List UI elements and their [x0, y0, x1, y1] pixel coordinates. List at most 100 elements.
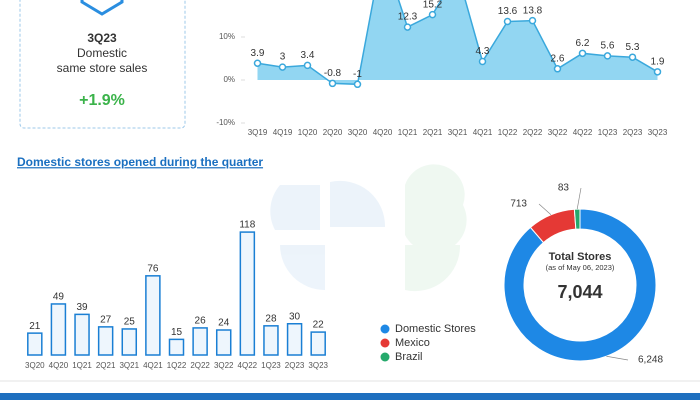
y-tick-label: -10%	[216, 118, 235, 127]
data-label: 27	[100, 315, 112, 326]
point	[303, 61, 312, 70]
leader-line	[606, 355, 629, 361]
x-tick-label: 2Q23	[623, 128, 643, 137]
pie-slice	[573, 208, 581, 230]
data-label: 30	[289, 311, 301, 322]
y-tick-label: 0%	[223, 75, 235, 84]
data-label: 4.3	[476, 46, 490, 57]
data-label: 76	[147, 263, 159, 274]
x-tick-label: 4Q19	[273, 128, 293, 137]
bar	[215, 329, 232, 356]
logo-leaf	[270, 185, 320, 230]
x-tick-label: 4Q20	[49, 361, 69, 370]
point	[253, 59, 262, 67]
x-tick-label: 3Q19	[248, 128, 268, 137]
bar	[50, 303, 67, 356]
point	[478, 57, 487, 66]
bar	[27, 332, 43, 356]
x-tick-label: 1Q21	[72, 361, 92, 370]
bar	[192, 327, 208, 356]
data-label: 21	[29, 321, 41, 332]
x-tick-label: 3Q20	[348, 128, 368, 137]
x-tick-label: 3Q23	[648, 128, 668, 137]
bar	[121, 328, 138, 356]
data-label: 15	[171, 327, 183, 338]
data-label: 2.6	[551, 53, 565, 64]
x-tick-label: 1Q23	[598, 128, 618, 137]
pie-center: Total Stores (as of May 06, 2023) 7,044	[546, 251, 615, 302]
x-tick-label: 1Q21	[398, 128, 418, 137]
data-label: 3	[280, 52, 286, 63]
card-period: 3Q23	[87, 31, 117, 45]
point	[578, 49, 587, 58]
line	[257, 0, 658, 86]
x-tick-label: 1Q22	[167, 361, 187, 370]
x-tick-label: 2Q23	[285, 361, 305, 370]
data-label: 118	[239, 220, 255, 231]
x-tick-label: 2Q20	[323, 128, 343, 137]
data-label: 26	[195, 316, 207, 327]
center-title: Total Stores	[549, 251, 612, 263]
bar	[286, 323, 303, 356]
card-value: +1.9%	[79, 92, 125, 109]
data-label: -1	[353, 69, 362, 80]
logo-leaf	[330, 180, 386, 227]
legend-marker	[380, 324, 390, 334]
x-tick-label: 2Q22	[190, 361, 210, 370]
x-tick-label: 4Q21	[143, 361, 163, 370]
center-value: 7,044	[557, 282, 602, 302]
data-label: 5.3	[626, 42, 640, 53]
data-label: 3.4	[301, 50, 315, 61]
x-tick-label: 4Q21	[473, 128, 493, 137]
x-tick-label: 2Q21	[423, 128, 443, 137]
legend-marker	[380, 338, 390, 348]
data-label: 39	[76, 302, 88, 313]
center-subtitle: (as of May 06, 2023)	[546, 263, 615, 272]
data-label: 25	[124, 317, 136, 328]
x-tick-label: 4Q22	[238, 361, 258, 370]
x-tick-label: 3Q21	[448, 128, 468, 137]
data-label: -0.8	[324, 68, 342, 79]
point	[528, 16, 537, 25]
data-label: 12.3	[398, 12, 418, 23]
leader-line	[538, 203, 552, 216]
data-label: 5.6	[601, 41, 615, 52]
bar	[145, 275, 161, 356]
data-label: 713	[510, 199, 527, 210]
background-logo	[270, 164, 467, 292]
data-label: 15.2	[423, 0, 443, 10]
x-tick-label: 3Q21	[119, 361, 139, 370]
bar	[263, 325, 279, 356]
x-tick-label: 1Q23	[261, 361, 281, 370]
bar	[310, 331, 326, 356]
point	[628, 53, 637, 61]
card	[19, 0, 186, 129]
data-label: 22	[313, 320, 325, 331]
point	[553, 65, 562, 73]
point	[503, 17, 512, 26]
data-label: 1.9	[651, 56, 665, 67]
x-tick-label: 2Q22	[523, 128, 543, 137]
legend-label: Brazil	[395, 351, 423, 363]
logo-leaf	[405, 245, 461, 292]
data-label: 49	[53, 292, 65, 303]
x-tick-label: 3Q23	[308, 361, 328, 370]
bar	[74, 313, 90, 356]
data-label: 3.9	[251, 48, 265, 59]
data-label: 6.2	[576, 38, 590, 49]
card-icon	[80, 0, 124, 16]
card-label: same store sales	[57, 61, 148, 75]
x-tick-label: 1Q22	[498, 128, 518, 137]
x-tick-label: 1Q20	[298, 128, 318, 137]
x-tick-label: 3Q22	[214, 361, 234, 370]
point	[403, 23, 412, 31]
x-tick-label: 4Q22	[573, 128, 593, 137]
data-label: 24	[218, 318, 230, 329]
bar	[97, 326, 114, 356]
pie-slice	[503, 208, 657, 362]
data-label: 6,248	[638, 355, 663, 366]
point	[653, 68, 662, 76]
footer-strip	[0, 393, 700, 400]
data-label: 83	[558, 183, 570, 194]
